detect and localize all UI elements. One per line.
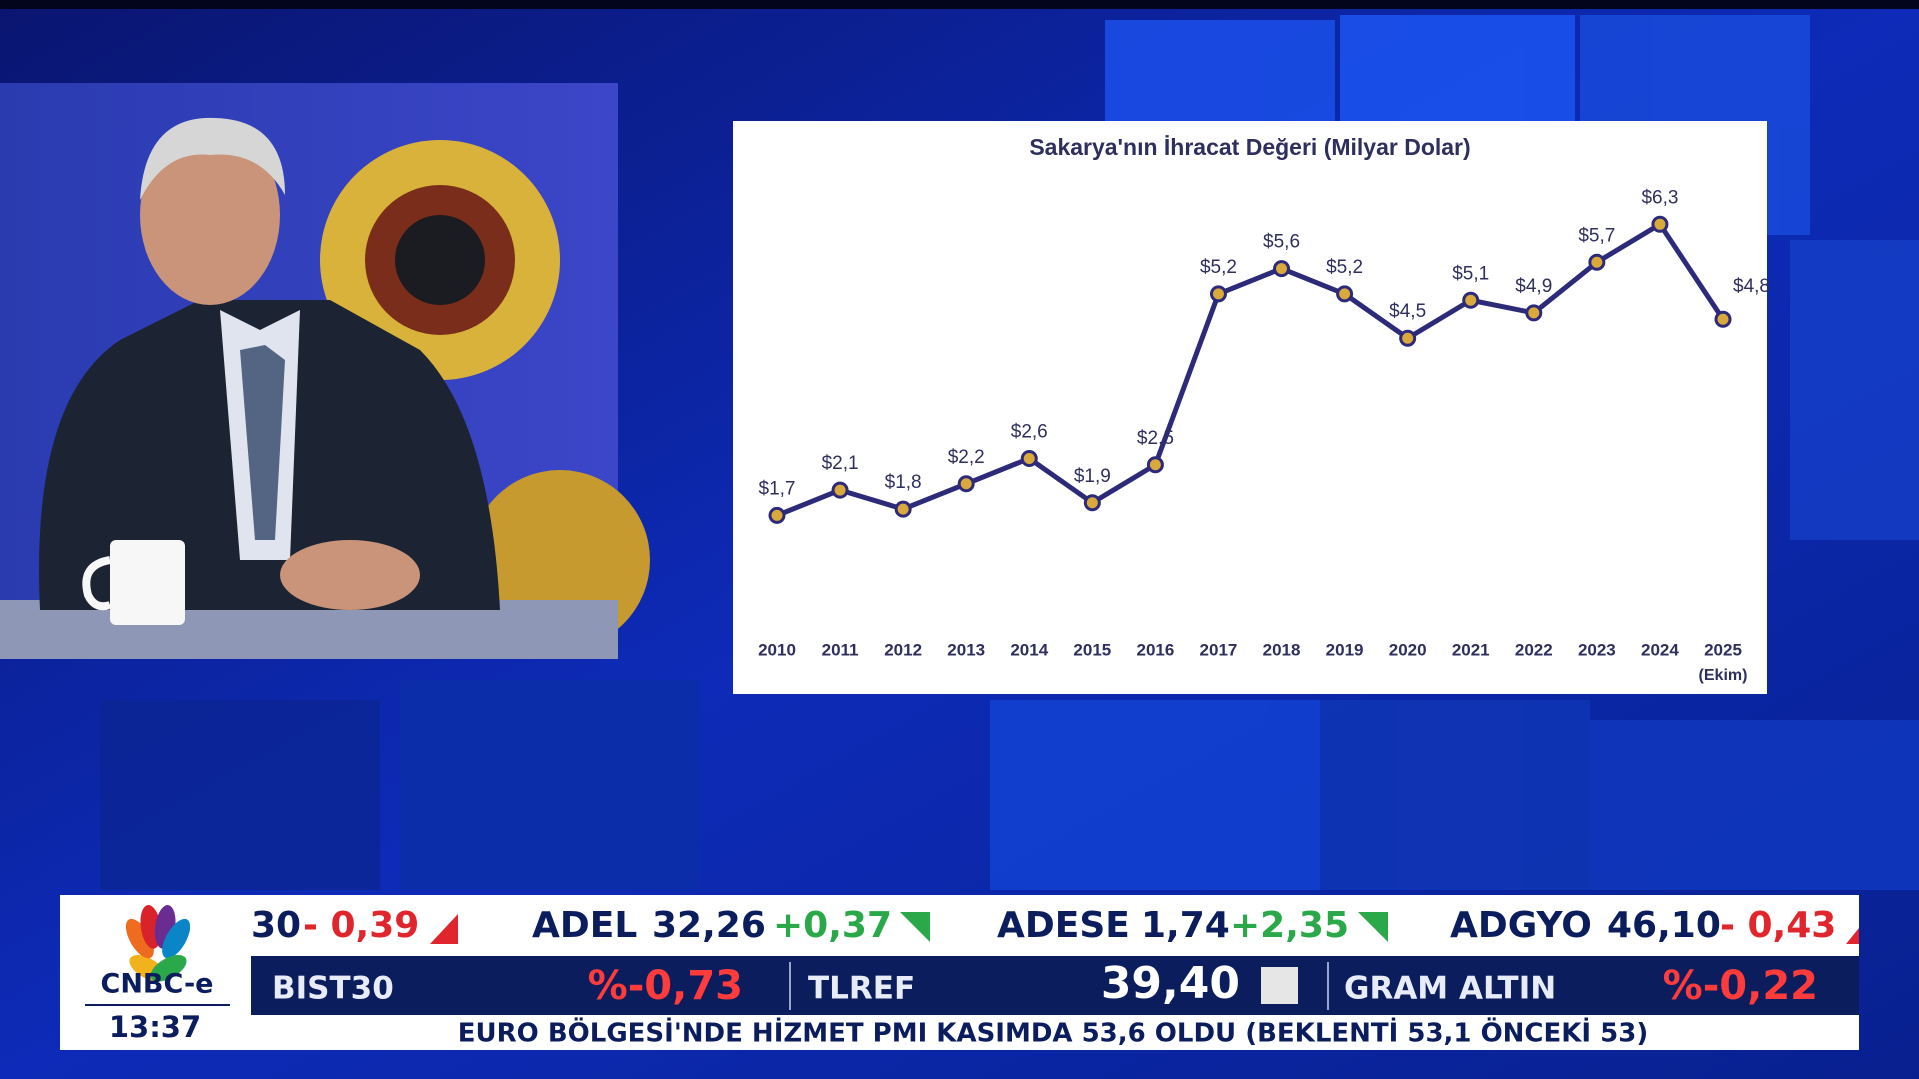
- market-name: TLREF: [808, 971, 915, 1007]
- ticker-symbol: ADGYO: [1450, 905, 1592, 946]
- data-point: [1588, 253, 1606, 271]
- ticker-change: +2,35: [1230, 905, 1349, 946]
- x-tick-label: 2015: [1073, 640, 1111, 659]
- logo-text: CNBC-e: [101, 969, 214, 1000]
- data-label: $5,2: [1326, 257, 1363, 278]
- data-label: $2,1: [822, 453, 859, 474]
- x-tick-label: 2012: [884, 640, 922, 659]
- x-tick-label: 2017: [1200, 640, 1238, 659]
- market-value: 39,40: [1101, 958, 1240, 1009]
- up-arrow: [900, 912, 930, 942]
- data-label: $4,9: [1515, 276, 1552, 297]
- data-label: $4,5: [1389, 301, 1426, 322]
- data-point: [1714, 310, 1732, 328]
- data-point: [894, 500, 912, 518]
- x-tick-label: 2020: [1389, 640, 1427, 659]
- data-label: $2,6: [1011, 421, 1048, 442]
- data-label: $1,9: [1074, 466, 1111, 487]
- data-label: $6,3: [1641, 187, 1678, 208]
- x-tick-label: 2024: [1641, 640, 1679, 659]
- data-point: [1273, 260, 1291, 278]
- data-label: $5,2: [1200, 257, 1237, 278]
- data-label: $4,8: [1733, 276, 1770, 297]
- x-tick-label: 2019: [1326, 640, 1364, 659]
- data-label: $5,7: [1578, 225, 1615, 246]
- x-tick-label: 2023: [1578, 640, 1616, 659]
- x-tick-label: 2022: [1515, 640, 1553, 659]
- data-label: $5,1: [1452, 263, 1489, 284]
- market-bar: [251, 956, 1859, 1015]
- x-tick-label: 2013: [947, 640, 985, 659]
- data-point: [1020, 449, 1038, 467]
- market-value: %-0,73: [588, 963, 743, 1009]
- data-point: [1209, 285, 1227, 303]
- ticker-change: +0,37: [773, 905, 892, 946]
- data-point: [1083, 494, 1101, 512]
- data-point: [957, 475, 975, 493]
- flat-indicator: [1261, 967, 1298, 1004]
- video-inset: [0, 83, 650, 659]
- data-point: [831, 481, 849, 499]
- data-point: [768, 506, 786, 524]
- ticker-symbol: ADESE: [997, 905, 1130, 946]
- down-arrow: [1846, 928, 1859, 944]
- ticker: CNBC-e 13:37 30 - 0,39 ADEL 32,26 +0,37 …: [60, 895, 1859, 1050]
- top-strip: [0, 0, 1919, 9]
- data-point: [1525, 304, 1543, 322]
- data-point: [1651, 215, 1669, 233]
- up-arrow: [1358, 912, 1388, 942]
- data-point: [1336, 285, 1354, 303]
- data-label: $1,7: [759, 478, 796, 499]
- ticker-price: 32,26: [652, 905, 766, 946]
- clock: 13:37: [109, 1010, 201, 1044]
- ticker-change: - 0,43: [1720, 905, 1836, 946]
- ticker-price: 1,74: [1141, 905, 1230, 946]
- data-point: [1462, 291, 1480, 309]
- headline: EURO BÖLGESİ'NDE HİZMET PMI KASIMDA 53,6…: [458, 1016, 1648, 1049]
- data-point: [1146, 456, 1164, 474]
- down-arrow: [430, 914, 458, 944]
- data-label: $2,5: [1137, 428, 1174, 449]
- data-label: $2,2: [948, 447, 985, 468]
- ticker-price: 46,10: [1607, 905, 1721, 946]
- x-tick-label: 2021: [1452, 640, 1490, 659]
- x-tick-label: 2016: [1136, 640, 1174, 659]
- x-tick-label: 2010: [758, 640, 796, 659]
- market-value: %-0,22: [1663, 963, 1818, 1009]
- data-label: $5,6: [1263, 232, 1300, 253]
- data-point: [1399, 329, 1417, 347]
- data-line: [776, 221, 1726, 518]
- background-cubes: [100, 15, 1919, 890]
- ticker-symbol: 30: [251, 905, 301, 946]
- ticker-change: - 0,39: [303, 905, 419, 946]
- x-tick-label: 2011: [822, 640, 859, 659]
- x-tick-label: 2018: [1263, 640, 1301, 659]
- x-tick-note: (Ekim): [1699, 667, 1748, 684]
- line-chart: 2010 2011 2012 2013 2014 2015 2016 2017 2018 2019…: [758, 187, 1770, 684]
- cnbc-logo: [125, 905, 191, 982]
- x-tick-label: 2014: [1010, 640, 1048, 659]
- market-name: BIST30: [272, 971, 394, 1007]
- ticker-symbol: ADEL: [532, 905, 637, 946]
- market-name: GRAM ALTIN: [1344, 971, 1556, 1007]
- chart-panel: [733, 121, 1767, 694]
- data-label: $1,8: [885, 472, 922, 493]
- chart-title: Sakarya'nın İhracat Değeri (Milyar Dolar…: [1029, 134, 1470, 160]
- x-tick-label: 2025: [1704, 640, 1742, 659]
